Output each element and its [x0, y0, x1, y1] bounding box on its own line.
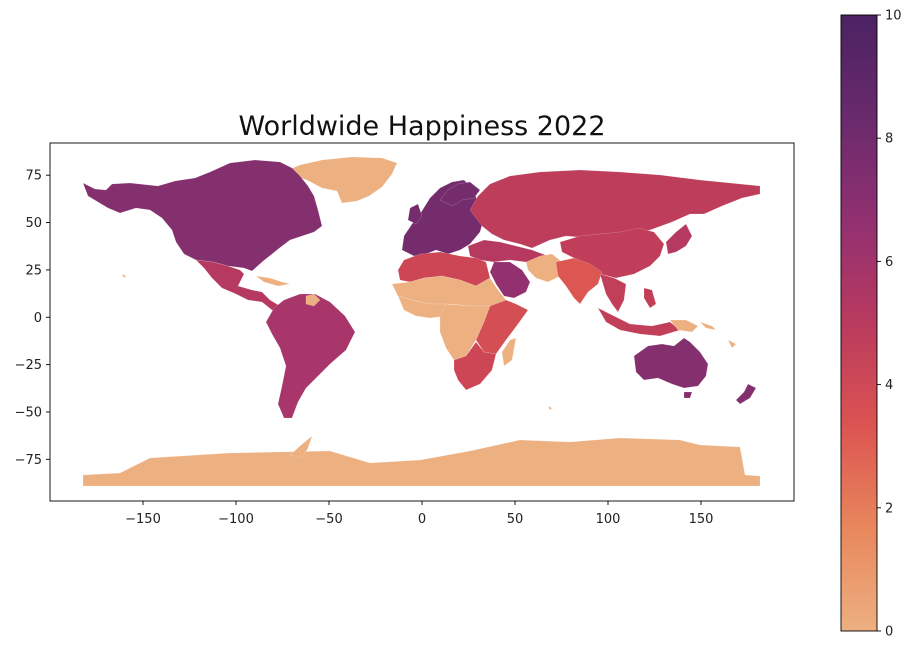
region-antarctica [82, 437, 761, 487]
y-tick-label: −50 [15, 405, 42, 420]
colorbar-scale [840, 14, 878, 632]
x-tick-label: −150 [125, 512, 161, 527]
region-east-africa [475, 299, 529, 355]
region-philippines [643, 287, 657, 309]
region-tasmania [683, 391, 693, 399]
y-tick-label: 0 [34, 311, 42, 326]
colorbar-tick-label: 0 [885, 625, 893, 640]
x-tick-label: 100 [596, 512, 621, 527]
colorbar: 0 2 4 6 8 10 [840, 9, 902, 640]
map-area [82, 156, 761, 487]
region-madagascar [501, 337, 517, 367]
colorbar-tick-label: 4 [885, 378, 893, 393]
region-uk [407, 203, 423, 225]
colorbar-tick-label: 6 [885, 255, 893, 270]
region-caribbean [255, 275, 291, 287]
region-russia [469, 169, 761, 249]
x-tick-label: 150 [689, 512, 714, 527]
y-tick-label: −25 [15, 358, 42, 373]
region-southern-africa [453, 341, 497, 391]
region-japan [665, 223, 693, 255]
colorbar-tick-label: 2 [885, 501, 893, 516]
region-antarctica-peninsula [289, 435, 313, 459]
region-new-zealand [735, 383, 757, 405]
region-southeast-asia [599, 273, 627, 313]
chart-title: Worldwide Happiness 2022 [238, 111, 605, 142]
y-tick-label: −75 [15, 453, 42, 468]
region-south-america [265, 293, 356, 419]
region-india [555, 257, 603, 305]
x-tick-label: −100 [218, 512, 254, 527]
colorbar-tick-label: 10 [885, 9, 902, 24]
region-guyana-suriname [305, 293, 321, 307]
region-greenland [282, 156, 398, 204]
x-tick-label: −50 [315, 512, 342, 527]
region-scandinavia [439, 181, 481, 207]
region-arabia [489, 261, 531, 299]
region-north-america [82, 159, 323, 272]
colorbar-tick-label: 8 [885, 132, 893, 147]
region-islands [121, 273, 737, 411]
region-australia [633, 337, 709, 389]
x-tick-label: 50 [507, 512, 524, 527]
region-indonesia [597, 307, 681, 337]
y-tick-label: 75 [25, 169, 42, 184]
region-new-guinea [669, 319, 699, 333]
x-tick-label: 0 [418, 512, 426, 527]
y-tick-label: 50 [25, 216, 42, 231]
y-tick-label: 25 [25, 263, 42, 278]
map-axes: −150 −100 −50 0 50 100 150 75 50 25 0 −25 −50 −75 [15, 142, 795, 527]
